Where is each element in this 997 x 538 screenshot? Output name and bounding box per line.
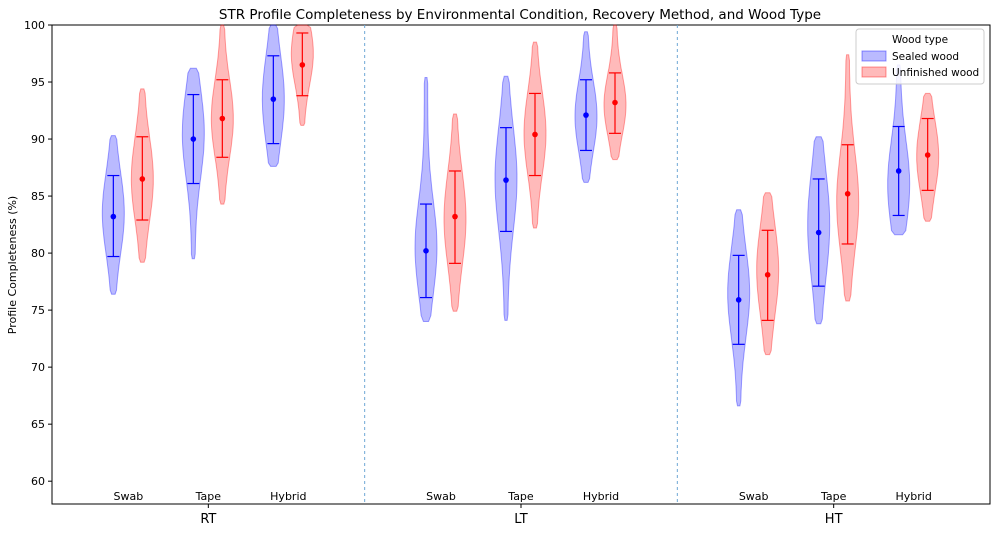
- chart-title: STR Profile Completeness by Environmenta…: [219, 7, 821, 23]
- legend-title: Wood type: [892, 34, 948, 46]
- y-tick-label: 75: [31, 304, 45, 317]
- mean-marker: [299, 62, 306, 68]
- legend: Wood type Sealed wood Unfinished wood: [855, 28, 985, 85]
- violin-body: [414, 77, 438, 322]
- mean-marker: [139, 176, 146, 182]
- mean-marker: [190, 136, 197, 142]
- y-axis-label: Profile Completeness (%): [6, 196, 19, 334]
- method-label: Hybrid: [583, 490, 619, 503]
- mean-marker: [270, 96, 277, 102]
- y-tick-label: 60: [31, 475, 45, 488]
- mean-marker: [110, 213, 117, 220]
- y-tick-label: 95: [31, 76, 45, 89]
- legend-swatch-sealed: [861, 50, 887, 62]
- mean-marker: [815, 229, 822, 236]
- method-label: Swab: [739, 490, 769, 503]
- mean-marker: [764, 271, 771, 278]
- plot-area: 60 65 70 75 80 85 90 95 100 RT Swab Tape Hybrid LT Swa…: [24, 19, 991, 527]
- legend-swatch-unfinished: [861, 66, 887, 78]
- y-tick-label: 85: [31, 190, 45, 203]
- mean-marker: [532, 131, 538, 138]
- method-label: Hybrid: [270, 490, 306, 503]
- mean-marker: [452, 213, 458, 220]
- method-label: Tape: [507, 490, 534, 503]
- method-label: Tape: [195, 490, 222, 503]
- method-label: Tape: [820, 490, 847, 503]
- mean-marker: [735, 297, 742, 303]
- y-tick-label: 80: [31, 247, 45, 260]
- y-tick-label: 70: [31, 361, 45, 374]
- mean-marker: [924, 152, 931, 158]
- method-label: Swab: [113, 490, 143, 503]
- condition-label: LT: [514, 512, 527, 527]
- legend-label-sealed: Sealed wood: [892, 51, 959, 63]
- legend-label-unfinished: Unfinished wood: [892, 67, 979, 79]
- mean-marker: [503, 177, 509, 183]
- y-tick-label: 100: [24, 19, 45, 32]
- condition-label: RT: [200, 512, 216, 527]
- condition-label: HT: [825, 512, 843, 527]
- mean-marker: [844, 190, 851, 197]
- mean-marker: [583, 112, 589, 118]
- y-tick-label: 90: [31, 133, 45, 146]
- method-label: Swab: [426, 490, 456, 503]
- mean-marker: [219, 115, 226, 122]
- method-label: Hybrid: [896, 490, 932, 503]
- y-tick-label: 65: [31, 418, 45, 431]
- legend-box: [855, 28, 985, 85]
- mean-marker: [612, 99, 618, 106]
- mean-marker: [423, 248, 429, 254]
- mean-marker: [895, 168, 902, 174]
